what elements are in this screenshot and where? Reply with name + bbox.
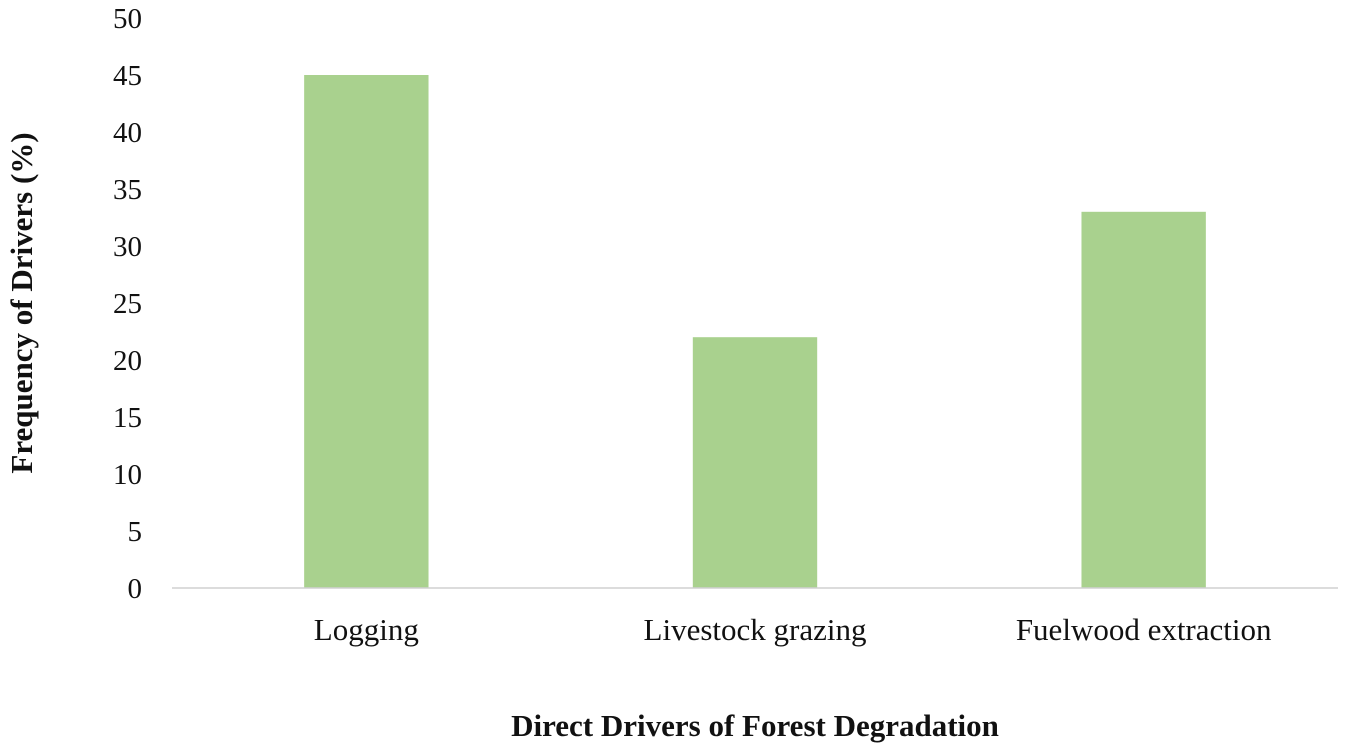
y-tick-label: 20 <box>113 345 142 377</box>
x-axis-title: Direct Drivers of Forest Degradation <box>511 708 999 743</box>
x-tick-label: Livestock grazing <box>644 612 867 647</box>
y-tick-label: 35 <box>113 174 142 206</box>
bars <box>304 75 1206 589</box>
bar-livestock-grazing <box>692 337 818 588</box>
x-tick-label: Logging <box>314 612 419 647</box>
y-axis-title: Frequency of Drivers (%) <box>4 132 39 473</box>
x-axis-category-labels: Logging Livestock grazing Fuelwood extract… <box>314 612 1272 647</box>
bar-fuelwood-extraction <box>1081 211 1206 589</box>
y-tick-label: 5 <box>128 516 143 548</box>
bar-logging <box>304 75 429 588</box>
y-tick-label: 10 <box>113 459 142 491</box>
y-tick-label: 25 <box>113 288 142 320</box>
y-tick-label: 15 <box>113 402 142 434</box>
y-tick-label: 30 <box>113 231 142 263</box>
y-tick-label: 50 <box>113 3 142 35</box>
y-tick-label: 40 <box>113 117 142 149</box>
x-tick-label: Fuelwood extraction <box>1016 612 1272 647</box>
y-axis-ticks: 0 5 10 15 20 25 30 35 40 45 50 <box>113 3 142 605</box>
y-tick-label: 45 <box>113 60 142 92</box>
y-tick-label: 0 <box>128 573 143 605</box>
